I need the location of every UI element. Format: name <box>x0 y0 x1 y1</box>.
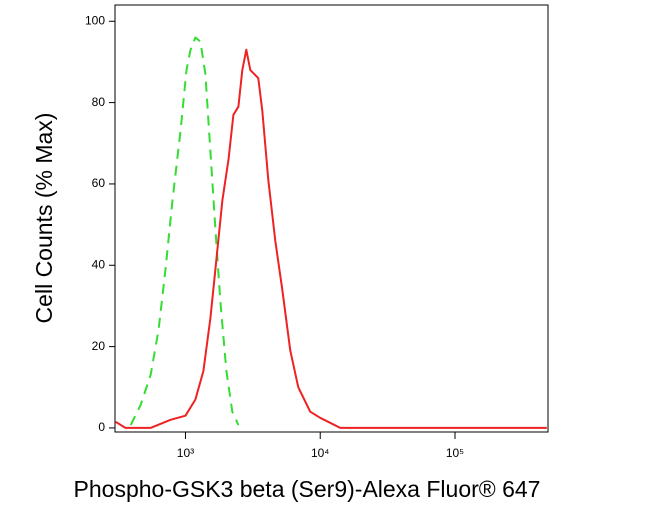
x-axis-label: Phospho-GSK3 beta (Ser9)-Alexa Fluor® 64… <box>74 476 541 502</box>
plot-frame <box>114 4 549 433</box>
x-tick-label: 10⁵ <box>446 446 464 460</box>
y-axis-label: Cell Counts (% Max) <box>31 113 57 324</box>
series-line <box>115 48 547 429</box>
x-tick-label: 10³ <box>177 446 194 460</box>
y-tick-label: 100 <box>85 13 105 27</box>
y-tick-label: 60 <box>92 176 106 190</box>
y-tick-label: 20 <box>92 339 106 353</box>
y-tick-label: 0 <box>98 420 105 434</box>
x-tick-label: 10⁴ <box>311 446 330 460</box>
y-tick-label: 80 <box>92 95 106 109</box>
series-line <box>129 36 240 426</box>
y-tick-label: 40 <box>92 257 106 271</box>
